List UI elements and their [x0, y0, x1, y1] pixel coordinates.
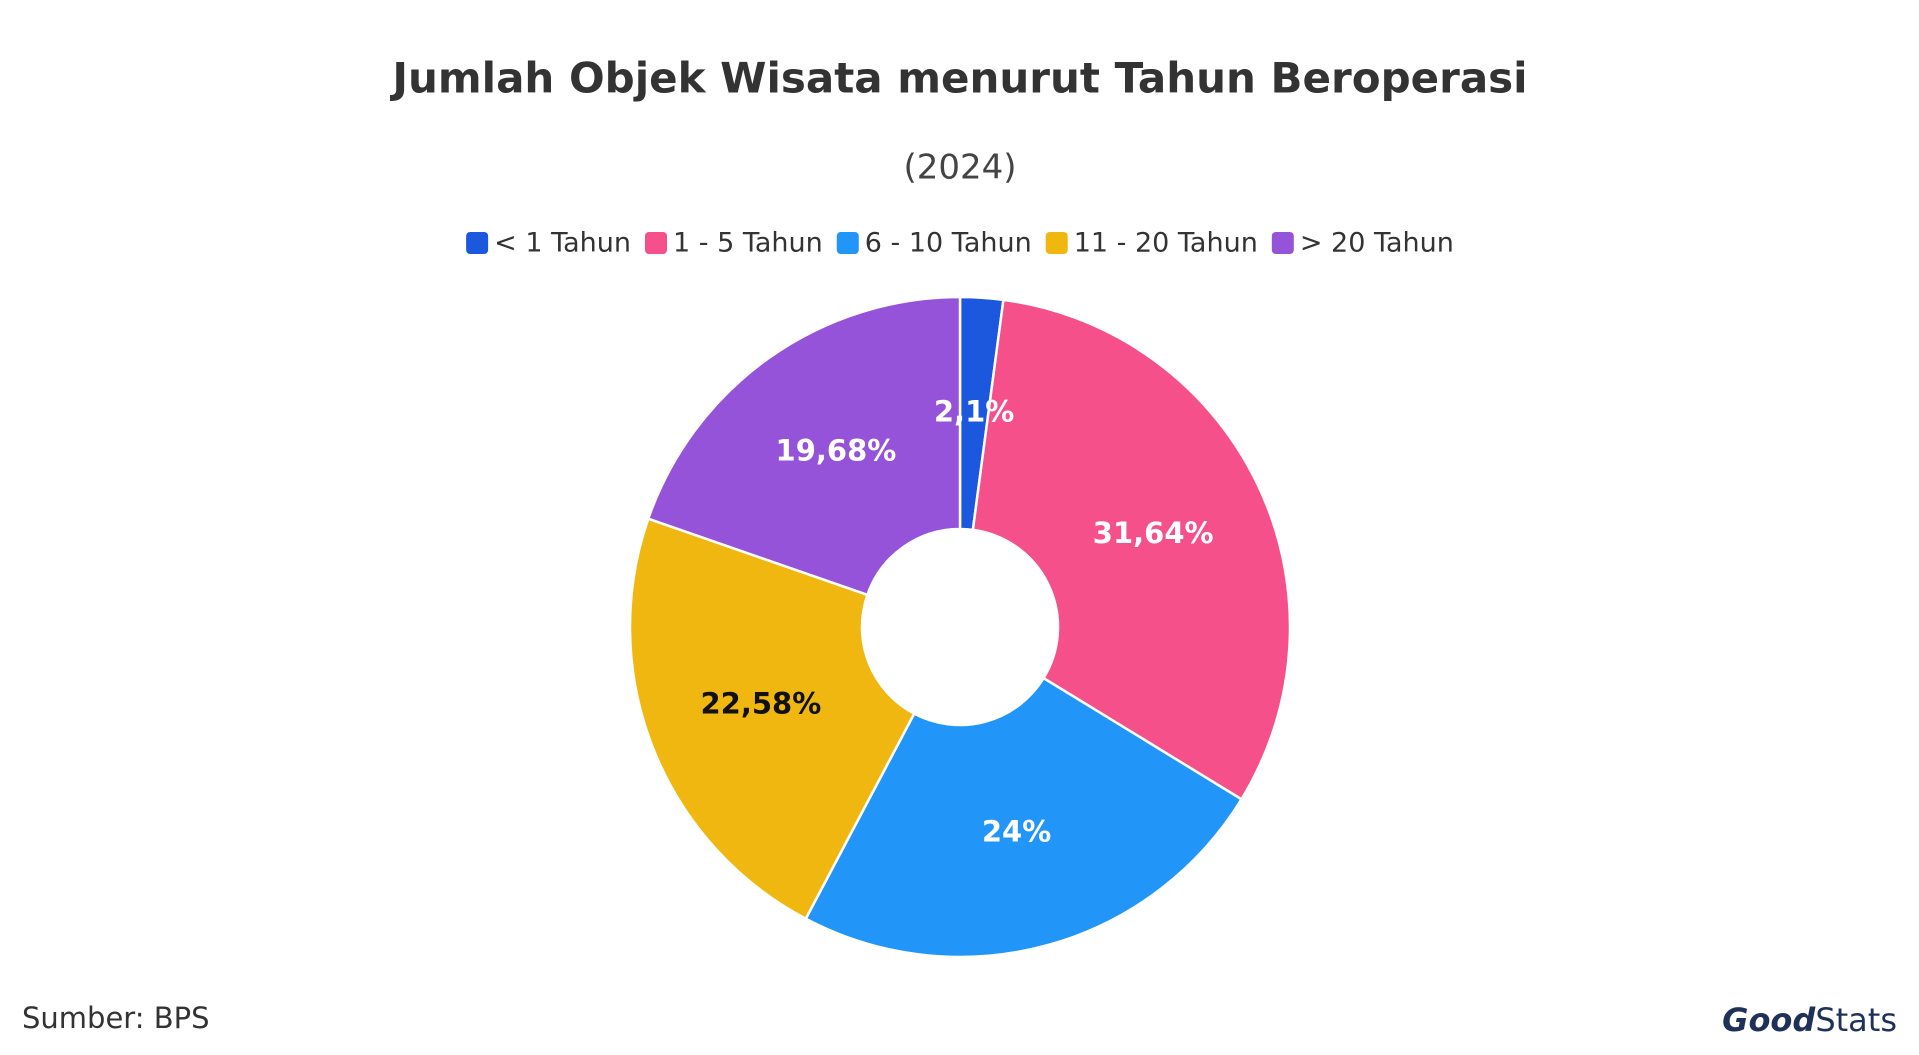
data-label: 24% — [982, 814, 1051, 848]
logo: GoodStats — [1722, 1001, 1897, 1039]
legend-label: > 20 Tahun — [1300, 228, 1454, 259]
legend-swatch — [466, 232, 489, 254]
legend-item: 11 - 20 Tahun — [1045, 228, 1258, 259]
slice — [646, 295, 962, 597]
legend-item: < 1 Tahun — [466, 228, 631, 259]
legend-item: 6 - 10 Tahun — [836, 228, 1032, 259]
legend-label: 11 - 20 Tahun — [1074, 228, 1258, 259]
legend-swatch — [1045, 232, 1068, 254]
legend-item: 1 - 5 Tahun — [645, 228, 823, 259]
legend-label: 1 - 5 Tahun — [673, 228, 823, 259]
chart-title: Jumlah Objek Wisata menurut Tahun Berope… — [389, 54, 1527, 103]
legend-swatch — [645, 232, 667, 254]
source: Sumber: BPS — [22, 1001, 209, 1035]
pie: 2,1% 31,64% 24% 22,58% 19,68% — [628, 295, 1292, 959]
data-label: 22,58% — [700, 686, 821, 720]
logo-light: Stats — [1815, 1001, 1897, 1039]
logo-bold: Good — [1722, 1001, 1816, 1039]
data-label: 19,68% — [776, 434, 897, 468]
data-label: 31,64% — [1093, 516, 1214, 550]
slice — [804, 676, 1244, 959]
legend-label: < 1 Tahun — [494, 228, 631, 259]
legend-item: > 20 Tahun — [1271, 228, 1454, 259]
legend-label: 6 - 10 Tahun — [865, 228, 1032, 259]
legend-swatch — [1271, 232, 1294, 254]
slice — [628, 517, 916, 921]
chart-subtitle: (2024) — [903, 148, 1016, 188]
slice — [971, 298, 1292, 801]
data-label: 2,1% — [934, 394, 1014, 428]
legend: < 1 Tahun 1 - 5 Tahun 6 - 10 Tahun 11 - 20 … — [466, 228, 1454, 259]
legend-swatch — [836, 232, 859, 254]
